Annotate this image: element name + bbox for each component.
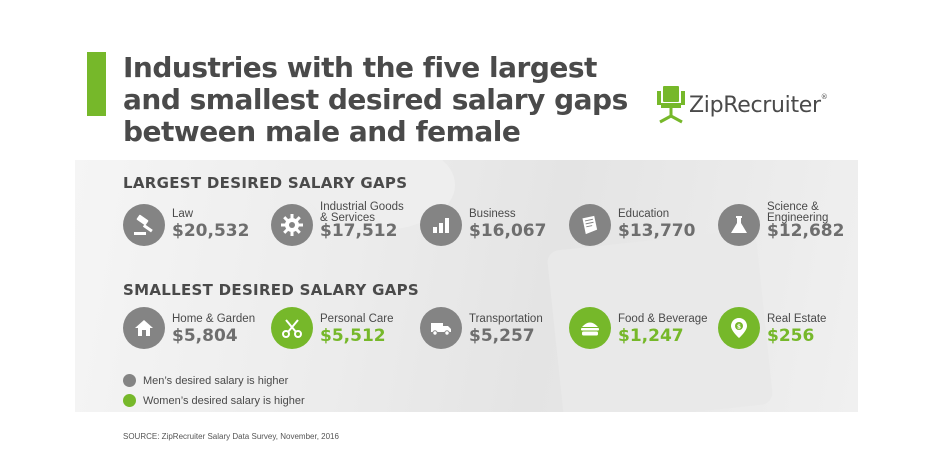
logo-text: ZipRecruiter® — [689, 93, 828, 118]
largest-item-industrial: Industrial Goods & Services $17,512 — [271, 204, 421, 248]
legend-women-label: Women’s desired salary is higher — [143, 395, 305, 407]
legend-green-dot — [123, 394, 136, 407]
page-title: Industries with the five largest and sma… — [123, 52, 643, 148]
bar-chart-icon — [420, 204, 462, 246]
book-icon — [569, 204, 611, 246]
legend-women: Women’s desired salary is higher — [123, 394, 305, 407]
item-label: Food & Beverage — [618, 314, 718, 325]
chair-logo-icon — [657, 86, 685, 124]
burger-icon — [569, 307, 611, 349]
legend-men: Men’s desired salary is higher — [123, 374, 288, 387]
item-label: Education — [618, 209, 718, 220]
gear-icon — [271, 204, 313, 246]
largest-item-business: Business $16,067 — [420, 204, 570, 248]
svg-text:$: $ — [737, 324, 741, 331]
item-value: $1,247 — [618, 326, 684, 346]
item-label: Business — [469, 209, 569, 220]
ziprecruiter-logo: ZipRecruiter® — [657, 86, 828, 124]
largest-item-education: Education $13,770 — [569, 204, 719, 248]
item-label: Personal Care — [320, 314, 420, 325]
item-label: Home & Garden — [172, 314, 272, 325]
item-value: $256 — [767, 326, 814, 346]
item-value: $20,532 — [172, 221, 249, 241]
truck-icon — [420, 307, 462, 349]
legend-gray-dot — [123, 374, 136, 387]
smallest-item-transportation: Transportation $5,257 — [420, 307, 570, 351]
smallest-item-food-beverage: Food & Beverage $1,247 — [569, 307, 719, 351]
item-value: $17,512 — [320, 221, 397, 241]
smallest-item-personal-care: Personal Care $5,512 — [271, 307, 421, 351]
accent-bar — [87, 52, 106, 116]
largest-item-science: Science & Engineering $12,682 — [718, 204, 868, 248]
largest-item-law: Law $20,532 — [123, 204, 273, 248]
house-icon — [123, 307, 165, 349]
legend-men-label: Men’s desired salary is higher — [143, 375, 288, 387]
item-value: $5,512 — [320, 326, 386, 346]
smallest-item-home-garden: Home & Garden $5,804 — [123, 307, 273, 351]
item-value: $16,067 — [469, 221, 546, 241]
largest-gaps-heading: LARGEST DESIRED SALARY GAPS — [123, 174, 407, 192]
source-note: SOURCE: ZipRecruiter Salary Data Survey,… — [123, 432, 339, 441]
item-value: $5,804 — [172, 326, 238, 346]
scissors-icon — [271, 307, 313, 349]
item-value: $5,257 — [469, 326, 535, 346]
smallest-item-real-estate: $ Real Estate $256 — [718, 307, 868, 351]
item-value: $12,682 — [767, 221, 844, 241]
item-label: Real Estate — [767, 314, 867, 325]
item-value: $13,770 — [618, 221, 695, 241]
item-label: Transportation — [469, 314, 569, 325]
smallest-gaps-heading: SMALLEST DESIRED SALARY GAPS — [123, 281, 419, 299]
flask-icon — [718, 204, 760, 246]
gavel-icon — [123, 204, 165, 246]
item-label: Law — [172, 209, 272, 220]
location-pin-icon: $ — [718, 307, 760, 349]
